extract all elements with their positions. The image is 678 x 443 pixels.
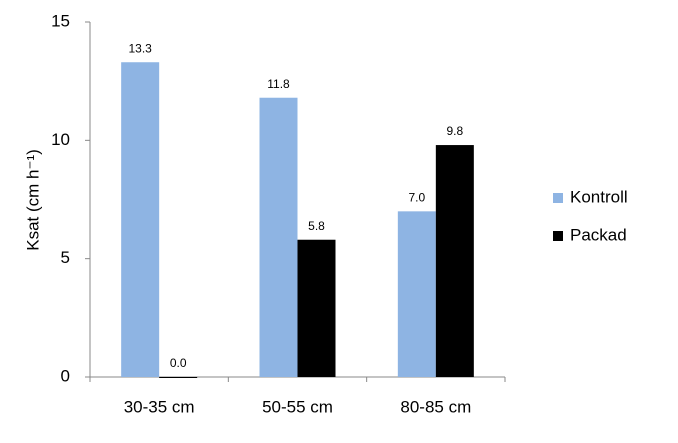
y-tick-label: 10	[51, 130, 70, 149]
value-label: 5.8	[308, 219, 325, 233]
value-label: 9.8	[446, 124, 463, 138]
bar	[435, 145, 474, 377]
legend-swatch	[553, 231, 563, 241]
bar	[121, 62, 160, 377]
legend-label: Kontroll	[570, 187, 628, 206]
y-tick-label: 15	[51, 11, 70, 30]
bar	[159, 377, 198, 378]
y-tick-label: 5	[61, 248, 70, 267]
value-label: 13.3	[128, 41, 152, 55]
bar	[397, 211, 436, 377]
bar	[259, 97, 298, 377]
bar	[297, 239, 336, 377]
legend-swatch	[553, 193, 563, 203]
x-tick-label: 30-35 cm	[124, 397, 195, 416]
legend-label: Packad	[570, 225, 627, 244]
y-tick-label: 0	[61, 366, 70, 385]
y-axis-label: Ksat (cm h⁻¹)	[23, 149, 42, 251]
x-tick-label: 80-85 cm	[400, 397, 471, 416]
x-tick-label: 50-55 cm	[262, 397, 333, 416]
value-label: 7.0	[408, 191, 425, 205]
value-label: 11.8	[267, 77, 290, 91]
value-label: 0.0	[170, 356, 187, 370]
